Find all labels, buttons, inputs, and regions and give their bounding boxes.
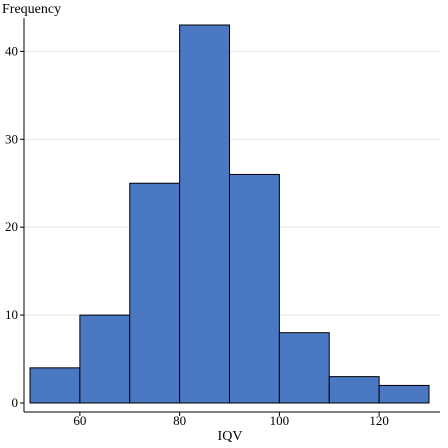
x-tick-label-60: 60 — [73, 413, 86, 428]
histogram-bar-100-110 — [278, 332, 330, 404]
tick-labels: 0 10 20 30 40 60 80 100 120 — [5, 43, 389, 428]
axes — [20, 18, 440, 416]
y-tick-label-40: 40 — [5, 43, 18, 58]
x-tick-label-100: 100 — [270, 413, 290, 428]
histogram-bars — [29, 24, 430, 404]
y-tick-label-10: 10 — [5, 307, 18, 322]
histogram-bar-50-60 — [29, 367, 81, 404]
histogram-bar-120-130 — [378, 384, 430, 404]
histogram-bar-80-90 — [179, 24, 230, 404]
y-tick-label-0: 0 — [12, 395, 19, 410]
histogram-bar-60-70 — [79, 314, 131, 404]
x-tick-label-120: 120 — [369, 413, 389, 428]
y-tick-label-20: 20 — [5, 219, 18, 234]
x-axis-label: IQV — [218, 429, 243, 444]
histogram-bar-110-120 — [328, 376, 380, 404]
x-tick-label-80: 80 — [173, 413, 186, 428]
y-axis-label: Frequency — [2, 2, 61, 17]
y-tick-label-30: 30 — [5, 131, 18, 146]
histogram-bar-90-100 — [229, 173, 280, 404]
histogram-bar-70-80 — [129, 182, 181, 404]
